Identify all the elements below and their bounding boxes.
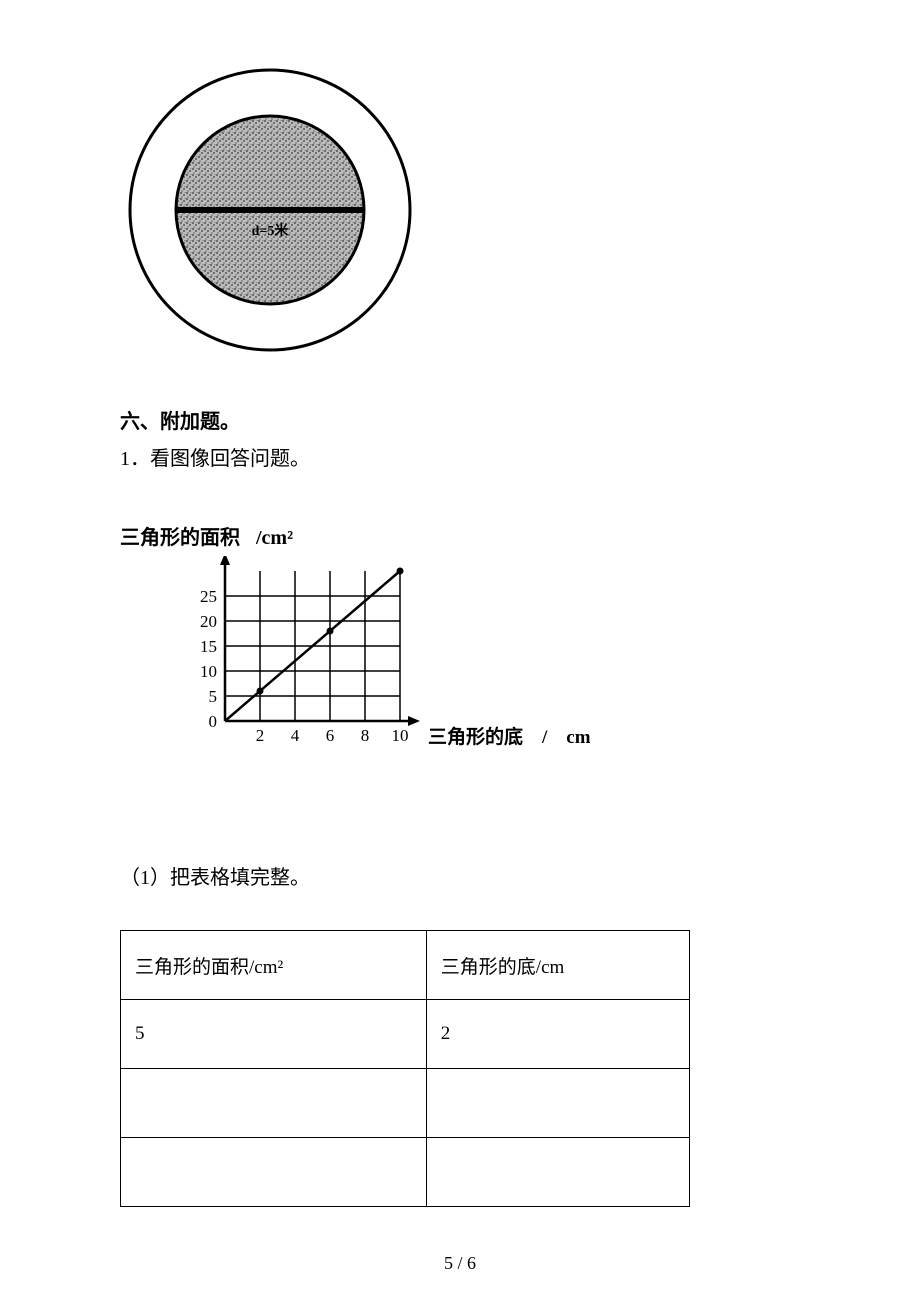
- svg-text:三角形的底 / cm: 三角形的底 / cm: [428, 725, 591, 748]
- table-cell: 5: [121, 1000, 427, 1069]
- page-footer: 5 / 6: [0, 1253, 920, 1274]
- svg-text:10: 10: [200, 662, 217, 681]
- svg-text:4: 4: [291, 726, 300, 745]
- table-row: 三角形的面积/cm² 三角形的底/cm: [121, 931, 690, 1000]
- chart-container: 0 5 10 15 20 25 2 4 6 8 10 三角形的底 / cm: [180, 556, 800, 791]
- section-heading: 六、附加题。: [120, 405, 800, 434]
- svg-text:20: 20: [200, 612, 217, 631]
- table-row: [121, 1069, 690, 1138]
- circle-diagram: d=5米: [120, 60, 800, 365]
- svg-text:0: 0: [209, 712, 218, 731]
- table-header-cell: 三角形的底/cm: [426, 931, 689, 1000]
- svg-text:15: 15: [200, 637, 217, 656]
- svg-text:5: 5: [209, 687, 218, 706]
- table-cell: [121, 1069, 427, 1138]
- circle-svg: d=5米: [120, 60, 420, 360]
- table-cell: [426, 1138, 689, 1207]
- chart-y-unit: /cm²: [256, 527, 293, 550]
- svg-text:6: 6: [326, 726, 335, 745]
- table-cell: 2: [426, 1000, 689, 1069]
- diameter-label: d=5米: [252, 222, 290, 239]
- page-separator: /: [453, 1253, 467, 1273]
- svg-text:25: 25: [200, 587, 217, 606]
- line-chart: 0 5 10 15 20 25 2 4 6 8 10 三角形的底 / cm: [180, 556, 660, 786]
- svg-text:2: 2: [256, 726, 265, 745]
- sub-question-1: （1）把表格填完整。: [120, 861, 800, 890]
- page-total: 6: [467, 1253, 476, 1273]
- table-header-cell: 三角形的面积/cm²: [121, 931, 427, 1000]
- chart-y-title: 三角形的面积: [120, 521, 240, 550]
- svg-text:10: 10: [392, 726, 409, 745]
- chart-y-title-block: 三角形的面积 /cm²: [120, 521, 800, 550]
- svg-text:8: 8: [361, 726, 370, 745]
- page-current: 5: [444, 1253, 453, 1273]
- table-cell: [426, 1069, 689, 1138]
- document-page: d=5米 六、附加题。 1．看图像回答问题。 三角形的面积 /cm² 0 5 10 1…: [0, 0, 920, 1302]
- table-row: 5 2: [121, 1000, 690, 1069]
- question-1: 1．看图像回答问题。: [120, 442, 800, 471]
- table-cell: [121, 1138, 427, 1207]
- table-row: [121, 1138, 690, 1207]
- data-table: 三角形的面积/cm² 三角形的底/cm 5 2: [120, 930, 690, 1207]
